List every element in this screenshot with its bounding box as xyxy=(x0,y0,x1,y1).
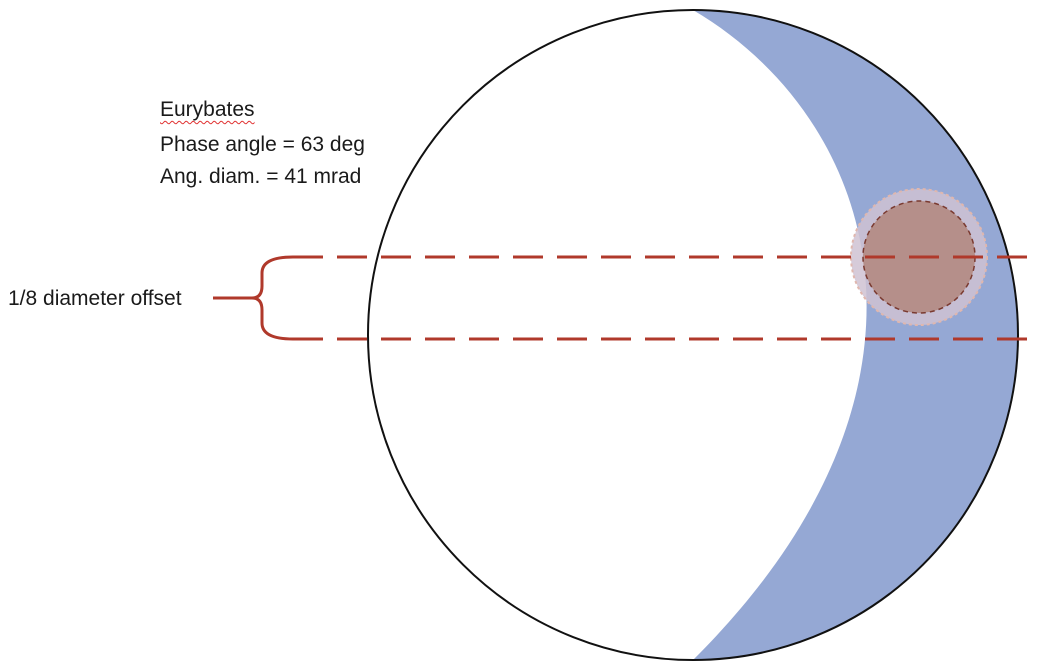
target-name-label: Eurybates xyxy=(160,97,255,123)
offset-brace xyxy=(251,255,294,341)
shadow-crescent xyxy=(693,10,1018,660)
phase-angle-label: Phase angle = 63 deg xyxy=(160,133,365,156)
offset-label: 1/8 diameter offset xyxy=(8,287,182,310)
target-name: Eurybates xyxy=(160,98,255,121)
footprint-halo-edge xyxy=(850,188,988,326)
asteroid-disk-outline xyxy=(367,9,1019,661)
angular-diameter-label: Ang. diam. = 41 mrad xyxy=(160,165,362,188)
